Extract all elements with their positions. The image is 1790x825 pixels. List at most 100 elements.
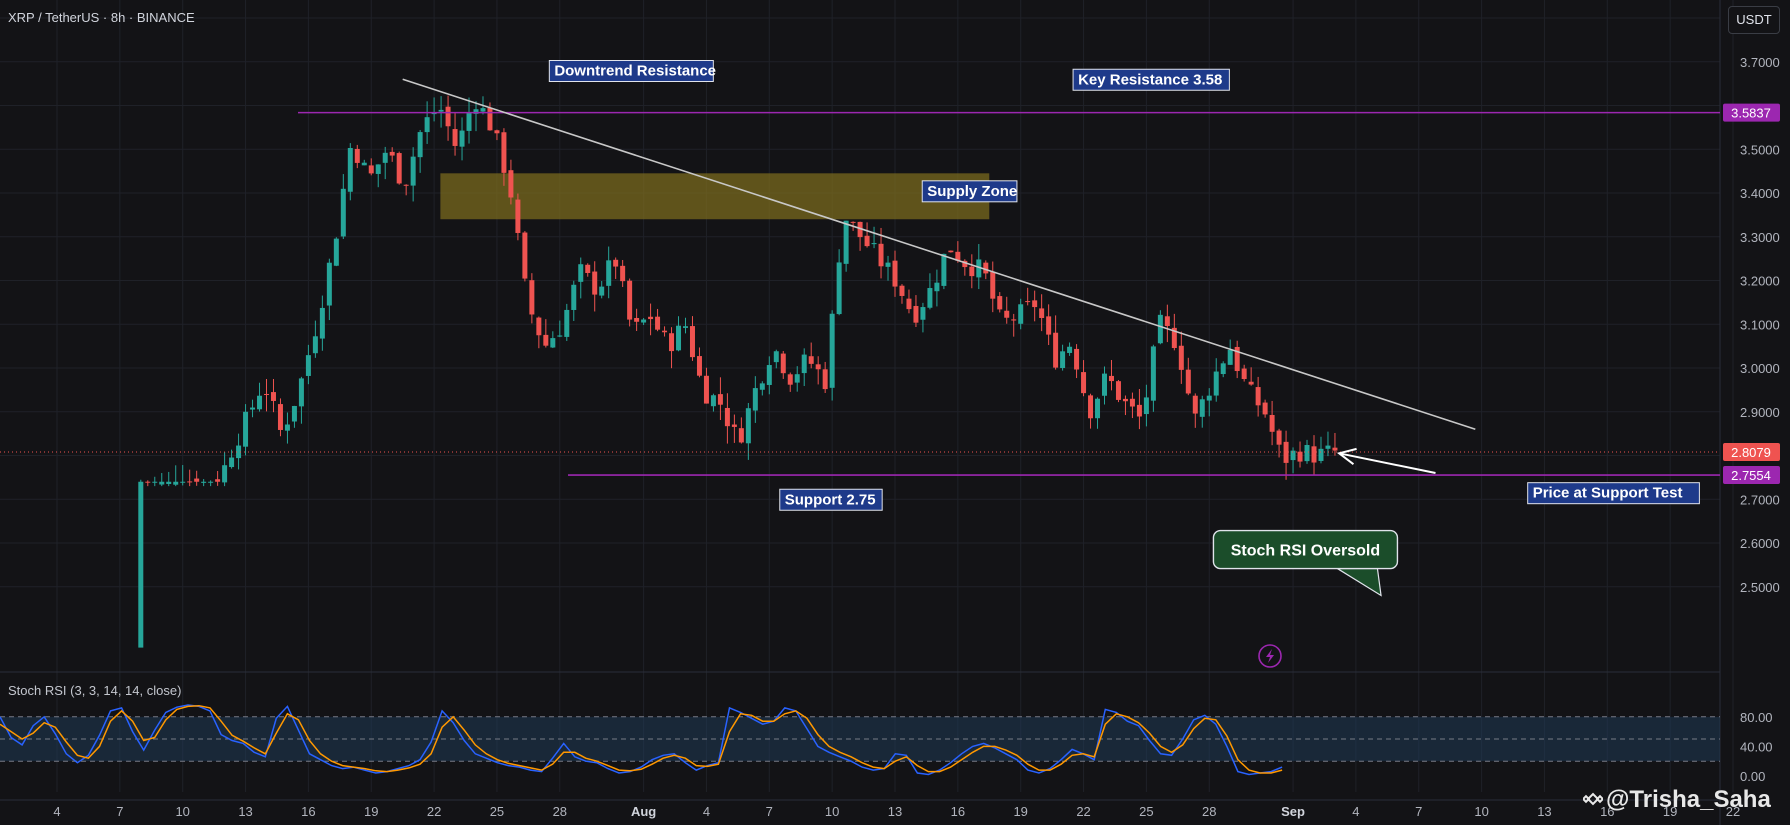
- annotation-box: [1527, 482, 1700, 505]
- candle: [508, 159, 514, 205]
- candle: [606, 246, 612, 299]
- candle: [291, 405, 297, 428]
- candle: [215, 470, 221, 486]
- candle: [864, 222, 870, 248]
- time-tick-label: 16: [951, 804, 965, 819]
- candle: [927, 273, 933, 310]
- candle: [319, 295, 325, 351]
- annotation-box: [1072, 68, 1230, 91]
- candle: [990, 261, 996, 313]
- time-tick-label: Sep: [1281, 804, 1305, 819]
- candle: [564, 303, 570, 341]
- candle: [676, 316, 682, 352]
- time-tick-label: 4: [53, 804, 60, 819]
- candle: [787, 372, 793, 392]
- candle: [759, 381, 765, 396]
- candle: [934, 269, 940, 307]
- candle: [250, 399, 256, 418]
- candle: [696, 347, 702, 378]
- candle: [738, 417, 744, 444]
- candle: [243, 404, 249, 456]
- candle: [222, 451, 228, 487]
- candle: [201, 479, 207, 487]
- stoch-tick-label: 0.00: [1740, 769, 1765, 784]
- candle: [173, 465, 179, 487]
- currency-button[interactable]: USDT: [1728, 6, 1780, 34]
- candle: [913, 295, 919, 328]
- time-tick-label: 13: [1537, 804, 1551, 819]
- level-price-tag: [1723, 466, 1780, 485]
- candle: [1108, 360, 1114, 391]
- annotation-box: [548, 60, 714, 82]
- level-price-label: 2.7554: [1731, 468, 1771, 483]
- time-tick-label: 19: [1013, 804, 1027, 819]
- candle: [634, 308, 640, 331]
- candle: [543, 319, 549, 348]
- candle: [236, 433, 242, 470]
- annotation-label: Support 2.75: [785, 491, 876, 508]
- candle: [361, 159, 367, 166]
- price-tick-label: 2.5000: [1740, 580, 1780, 595]
- candle: [340, 174, 346, 240]
- arrow-shaft: [1338, 452, 1436, 474]
- callout-label: Stoch RSI Oversold: [1231, 543, 1380, 560]
- price-tick-label: 2.7000: [1740, 492, 1780, 507]
- candle: [955, 241, 961, 263]
- candle: [920, 302, 926, 333]
- candle: [843, 220, 849, 272]
- candle: [452, 112, 458, 156]
- candle: [305, 344, 311, 385]
- candle: [752, 376, 758, 423]
- candle: [1332, 432, 1338, 456]
- current-price-tag: [1723, 443, 1780, 462]
- stoch-series-k: [0, 704, 1283, 776]
- candle: [138, 479, 144, 648]
- stoch-series-d: [0, 704, 1283, 774]
- price-tick-label: 3.4000: [1740, 186, 1780, 201]
- time-tick-label: 4: [703, 804, 710, 819]
- candle: [382, 146, 388, 180]
- candle: [1115, 380, 1121, 403]
- candle: [1039, 294, 1045, 332]
- candle: [655, 308, 661, 332]
- candle: [194, 470, 200, 486]
- annotation-label: Supply Zone: [927, 183, 1017, 200]
- candle: [878, 227, 884, 279]
- candle: [745, 402, 751, 460]
- price-tick-label: 2.6000: [1740, 536, 1780, 551]
- candle: [1213, 358, 1219, 402]
- time-tick-label: 10: [1474, 804, 1488, 819]
- candle: [585, 263, 591, 277]
- candle: [1269, 400, 1275, 446]
- time-tick-label: 19: [1663, 804, 1677, 819]
- candle: [1234, 340, 1240, 379]
- candle: [1053, 315, 1059, 370]
- stoch-tick-label: 80.00: [1740, 710, 1773, 725]
- annotation-box: [921, 180, 1018, 203]
- lightning-icon[interactable]: [1258, 644, 1282, 668]
- candle: [780, 351, 786, 379]
- candle: [871, 226, 877, 249]
- callout-box: [1212, 529, 1399, 570]
- candle: [1046, 304, 1052, 346]
- time-tick-label: Aug: [631, 804, 656, 819]
- candle: [1192, 393, 1198, 428]
- candle: [326, 258, 332, 321]
- price-tick-label: 3.2000: [1740, 274, 1780, 289]
- annotation-label: Downtrend Resistance: [554, 63, 716, 80]
- candle: [1129, 392, 1135, 419]
- candle: [885, 255, 891, 281]
- candle: [794, 366, 800, 392]
- time-tick-label: 13: [238, 804, 252, 819]
- time-tick-label: 7: [1415, 804, 1422, 819]
- lightning-bolt: [1266, 649, 1274, 663]
- candle: [941, 253, 947, 290]
- candle: [445, 95, 451, 141]
- candle: [389, 147, 395, 162]
- candle: [669, 327, 675, 369]
- candle: [703, 367, 709, 404]
- candle: [724, 393, 730, 444]
- price-tick-label: 3.7000: [1740, 55, 1780, 70]
- candle: [592, 261, 598, 312]
